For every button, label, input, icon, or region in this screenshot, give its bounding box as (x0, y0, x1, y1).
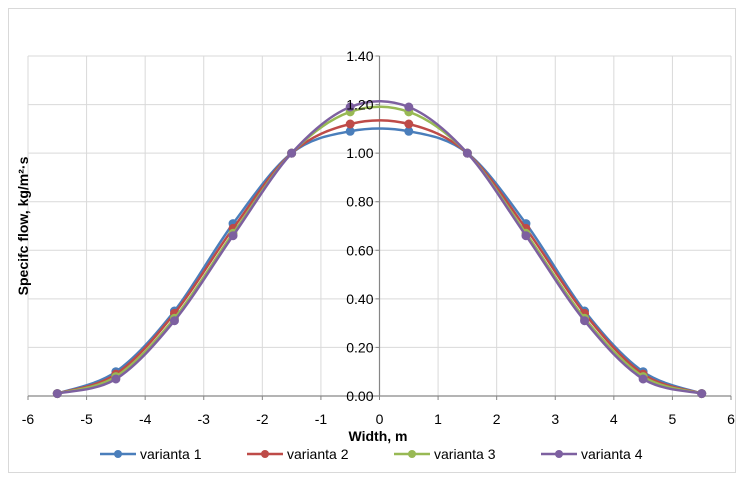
y-tick-label: 0.80 (346, 194, 373, 210)
x-tick-label: 6 (727, 411, 735, 427)
x-tick-label: 0 (376, 411, 384, 427)
legend-swatch-marker (261, 450, 269, 458)
data-point (345, 102, 355, 112)
legend-item: varianta 4 (541, 446, 643, 462)
x-tick-label: -4 (139, 411, 152, 427)
data-point (404, 102, 414, 112)
x-tick-label: -1 (315, 411, 328, 427)
legend-swatch-marker (114, 450, 122, 458)
data-point (697, 389, 707, 399)
x-axis-label: Width, m (349, 428, 408, 444)
legend-item: varianta 3 (394, 446, 496, 462)
legend-item: varianta 1 (100, 446, 202, 462)
data-point (580, 316, 590, 326)
data-point (169, 316, 179, 326)
x-tick-label: 5 (669, 411, 677, 427)
legend-label: varianta 3 (434, 446, 496, 462)
y-tick-label: 0.20 (346, 339, 373, 355)
data-point (521, 231, 531, 241)
legend: varianta 1 varianta 2 varianta 3 varianta 4 (100, 446, 643, 462)
y-tick-label: 0.60 (346, 242, 373, 258)
y-tick-label: 0.40 (346, 291, 373, 307)
x-tick-label: 1 (434, 411, 442, 427)
legend-label: varianta 1 (140, 446, 202, 462)
legend-label: varianta 2 (287, 446, 349, 462)
x-tick-label: -2 (256, 411, 269, 427)
y-tick-label: 1.00 (346, 145, 373, 161)
data-point (462, 148, 472, 158)
legend-label: varianta 4 (581, 446, 643, 462)
data-point (287, 148, 297, 158)
chart-frame (8, 8, 736, 473)
x-tick-label: -3 (198, 411, 211, 427)
x-tick-label: 2 (493, 411, 501, 427)
axes (27, 55, 732, 400)
legend-swatch-marker (408, 450, 416, 458)
data-point (345, 119, 355, 129)
data-point (228, 231, 238, 241)
data-point (404, 119, 414, 129)
x-tick-label: -5 (80, 411, 93, 427)
data-point (638, 374, 648, 384)
y-axis-label: Specifc flow, kg/m²·s (15, 156, 31, 295)
data-point (111, 374, 121, 384)
y-tick-label: 1.40 (346, 48, 373, 64)
data-point (52, 389, 62, 399)
y-tick-label: 1.20 (346, 97, 373, 113)
legend-swatch-marker (555, 450, 563, 458)
x-tick-label: 3 (551, 411, 559, 427)
series-lines (52, 99, 707, 399)
legend-item: varianta 2 (247, 446, 349, 462)
y-tick-label: 0.00 (346, 388, 373, 404)
tick-labels: -6 -5 -4 -3 -2 -1 0 1 2 3 4 5 6 0.00 0.20 0.40 0.60 0.80 1… (22, 48, 735, 427)
x-tick-label: -6 (22, 411, 35, 427)
x-tick-label: 4 (610, 411, 618, 427)
